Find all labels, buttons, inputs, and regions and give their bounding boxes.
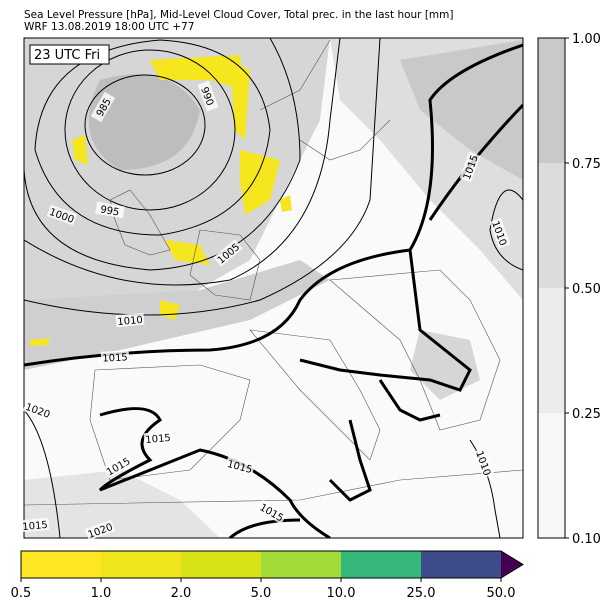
contour-label-bg [256, 499, 288, 525]
colorbar-frame [20, 550, 524, 579]
contour-label: 1015 [22, 520, 48, 533]
time-box [29, 44, 110, 65]
colorbar-tick-label: 0.5 [11, 586, 32, 601]
contour-label-bg [100, 350, 130, 364]
map-frame [23, 37, 524, 539]
contour-label-bg [90, 91, 116, 123]
contour-label-bg [473, 447, 495, 479]
colorbar-segment [538, 163, 565, 288]
cloud-cover [24, 38, 523, 538]
colorbar-segment [101, 551, 181, 578]
contour-label-bg [489, 217, 511, 249]
colorbar-tick-label: 1.0 [91, 586, 112, 601]
colorbar-segment [261, 551, 341, 578]
colorbar-tick-label: 1.00 [572, 32, 601, 47]
contour-label-bg [213, 239, 243, 267]
precip-colorbar: 0.5 1.0 2.0 5.0 10.0 25.0 50.0 [11, 550, 524, 601]
colorbar-tick-label: 5.0 [251, 586, 272, 601]
cloud-colorbar: 0.10 0.25 0.50 0.75 1.00 [537, 32, 601, 547]
contour-label-bg [20, 517, 50, 533]
contour-label: 1015 [145, 433, 171, 446]
colorbar-segment [538, 288, 565, 413]
contour-label-bg [102, 453, 134, 479]
title: Sea Level Pressure [hPa], Mid-Level Clou… [24, 9, 454, 21]
colorbar-tick-label: 50.0 [487, 586, 516, 601]
coastlines [24, 39, 523, 506]
contour-label: 995 [99, 204, 120, 218]
colorbar-extend [501, 551, 523, 578]
colorbar-segment [538, 38, 565, 163]
contour-label-bg [22, 399, 54, 421]
colorbar-tick-label: 0.10 [572, 532, 601, 547]
contour-label-bg [459, 151, 481, 183]
map: 23 UTC Fri 98599099510001005101010151015… [20, 37, 524, 541]
colorbar-tick-label: 2.0 [171, 586, 192, 601]
contour-label-bg [115, 312, 145, 328]
colorbar-tick-label: 0.25 [572, 407, 601, 422]
contour-label: 1010 [117, 315, 143, 328]
colorbar-tick-label: 10.0 [327, 586, 356, 601]
colorbar-tick-label: 25.0 [407, 586, 436, 601]
colorbar-tick-label: 0.50 [572, 282, 601, 297]
subtitle: WRF 13.08.2019 18:00 UTC +77 [24, 21, 194, 33]
colorbar-segment [341, 551, 421, 578]
colorbar-tick-label: 0.75 [572, 157, 601, 172]
colorbar-segment [421, 551, 501, 578]
contour-label-bg [197, 80, 219, 112]
contour-label-bg [143, 430, 173, 446]
colorbar-segment [21, 551, 101, 578]
contour-label-bg [224, 456, 256, 476]
contour-label-bg [46, 204, 78, 226]
contour-label-bg [84, 519, 116, 541]
colorbar-segment [538, 413, 565, 538]
time-label: 23 UTC Fri [34, 48, 100, 63]
contour-label-bg [95, 201, 125, 219]
colorbar-segment [181, 551, 261, 578]
contour-label: 1015 [102, 352, 128, 364]
